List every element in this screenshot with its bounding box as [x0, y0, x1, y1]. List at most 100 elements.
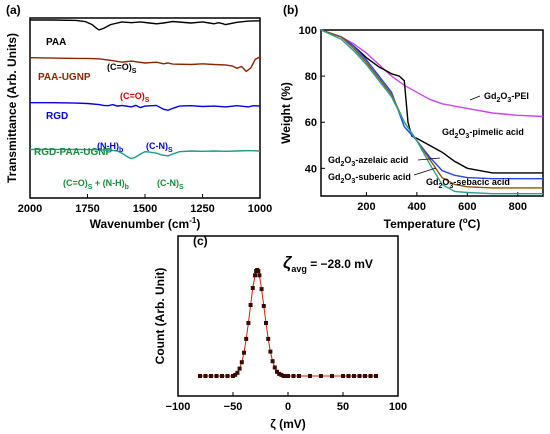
zeta-point	[363, 374, 367, 378]
panel-a: (a) 2000 1750 1500 1250 1000 Wavenumber (cm-…	[5, 3, 272, 231]
zeta-point	[225, 374, 230, 378]
b-y-tick-label: 80	[305, 71, 317, 83]
zeta-point	[368, 374, 373, 378]
zeta-point	[237, 366, 242, 371]
zeta-point	[341, 374, 345, 378]
panel-c-x-ticks: −100 −50 0 50 100	[166, 392, 407, 413]
label-gd2o3-pimelic: Gd2O3-pimelic acid	[442, 127, 524, 140]
series-line-gd2o3-pei	[320, 29, 544, 118]
zeta-point	[239, 360, 244, 365]
series-line-paa	[30, 19, 261, 31]
zeta-point	[253, 273, 257, 278]
series-label-paa-ugnp: PAA-UGNP	[38, 72, 91, 83]
a-x-tick-label: 1000	[248, 203, 272, 215]
c-x-tick-label: −100	[166, 401, 191, 413]
annotation-rgd-cn: (C-N)S	[146, 141, 173, 154]
panel-a-x-ticks: 2000 1750 1500 1250 1000	[18, 194, 272, 215]
zeta-point	[357, 374, 362, 378]
series-line-gd2o3-pimelic-acid	[320, 29, 543, 174]
zeta-point	[266, 336, 271, 341]
series-line-rgd-paa-ugnp	[30, 148, 261, 160]
panel-a-lines	[29, 19, 261, 160]
zeta-point	[248, 303, 253, 307]
zeta-point	[275, 369, 279, 374]
c-x-tick-label: 50	[337, 401, 349, 413]
panel-b-xlabel: Temperature (oC)	[384, 216, 481, 231]
panel-b-ylabel: Weight (%)	[279, 82, 293, 144]
zeta-point	[259, 287, 264, 292]
zeta-point	[246, 321, 251, 325]
zeta-point	[319, 374, 323, 378]
zeta-point	[198, 374, 202, 378]
zeta-point	[203, 374, 208, 378]
zeta-point	[291, 374, 296, 378]
a-x-tick-label: 1500	[133, 203, 157, 215]
zeta-point	[297, 374, 301, 378]
pointer-pei	[469, 95, 481, 101]
panel-b-lines	[320, 29, 544, 195]
panel-c-xlabel: ζ (mV)	[270, 417, 306, 431]
c-x-tick-label: −50	[224, 401, 243, 413]
series-line-gd2o3-sebacic-acid	[320, 29, 543, 195]
zeta-point	[270, 359, 275, 364]
panel-b: (b) 200 400 600 800 40 60 80 100 Temperature (o…	[279, 3, 544, 231]
zeta-point	[250, 286, 255, 290]
panel-a-xlabel: Wavenumber (cm-1)	[90, 216, 201, 231]
zeta-avg-annotation: ζavg = −28.0 mV	[283, 253, 373, 274]
series-label-paa: PAA	[46, 37, 66, 48]
zeta-point	[242, 350, 246, 355]
zeta-point	[374, 374, 378, 378]
zeta-point	[308, 374, 312, 378]
series-label-rgd-paa-ugnp: RGD-PAA-UGNP	[34, 147, 112, 158]
zeta-point	[264, 321, 268, 325]
b-x-tick-label: 200	[357, 201, 375, 213]
zeta-point	[257, 273, 262, 278]
zeta-point	[235, 370, 240, 375]
panel-c-ylabel: Count (Arb. Unit)	[153, 268, 167, 365]
zeta-point	[346, 374, 351, 378]
zeta-point	[283, 374, 288, 378]
zeta-point	[281, 374, 286, 378]
label-gd2o3-suberic: Gd2O3-suberic acid	[328, 172, 411, 185]
b-y-tick-label: 40	[305, 163, 317, 175]
zeta-point	[277, 371, 282, 376]
panel-a-label: (a)	[6, 3, 21, 17]
annotation-rgd-paa-ugnp-co-nh: (C=O)S + (N-H)b	[63, 178, 129, 191]
zeta-point	[272, 365, 277, 370]
annotation-rgd-paa-ugnp-cn: (C-N)S	[157, 178, 184, 191]
zeta-point	[279, 372, 284, 377]
label-gd2o3-sebacic: Gd2O3-sebacic acid	[426, 177, 510, 190]
panel-b-label: (b)	[283, 3, 298, 17]
zeta-point	[256, 269, 261, 274]
a-x-tick-label: 1250	[190, 203, 214, 215]
zeta-point	[261, 304, 266, 308]
panel-c: (c) −100 −50 0 50 100 ζavg = −28.0 mV ζ (mV)…	[153, 234, 407, 431]
b-x-tick-label: 800	[509, 201, 527, 213]
zeta-point	[220, 374, 224, 378]
zeta-point	[268, 349, 273, 354]
annotation-paa-ugnp-co: (C=O)S	[120, 91, 150, 104]
zeta-curve	[200, 269, 376, 377]
label-gd2o3-azelaic: Gd2O3-azelaic acid	[328, 155, 408, 168]
panel-c-points	[198, 268, 378, 378]
zeta-point	[231, 374, 235, 378]
zeta-point	[209, 374, 213, 378]
c-x-tick-label: 100	[389, 401, 407, 413]
panel-b-frame	[320, 29, 544, 197]
series-line-rgd	[30, 101, 261, 112]
a-x-tick-label: 2000	[18, 203, 42, 215]
zeta-point	[244, 336, 249, 341]
a-x-tick-label: 1750	[75, 203, 99, 215]
label-gd2o3-pei: Gd2O3-PEI	[484, 91, 529, 104]
pointer-suberic	[413, 167, 437, 176]
panel-a-ylabel: Transmittance (Arb. Units)	[5, 33, 19, 183]
zeta-point	[233, 372, 238, 377]
zeta-point	[286, 374, 290, 378]
annotation-rgd-nh: (N-H)b	[97, 141, 123, 154]
series-line-paa-ugnp	[29, 56, 261, 73]
series-label-rgd: RGD	[46, 111, 68, 122]
annotation-paa-co: (C=O)S	[107, 62, 137, 75]
b-x-tick-label: 600	[458, 201, 476, 213]
b-x-tick-label: 400	[408, 201, 426, 213]
